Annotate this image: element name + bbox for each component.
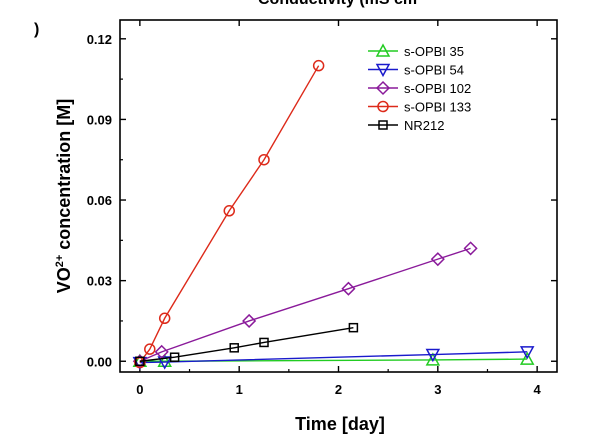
y-tick-label: 0.09 <box>87 112 112 127</box>
legend-label-s-opbi-133: s-OPBI 133 <box>404 100 471 115</box>
x-tick-label: 3 <box>434 382 441 397</box>
series-s-opbi-133 <box>134 59 325 369</box>
x-axis-title: Time [day] <box>295 414 385 434</box>
series-line-s-opbi-133 <box>139 65 320 364</box>
chart-title: Conductivity (mS cm <box>258 0 417 8</box>
data-point-s-opbi-102 <box>154 344 169 359</box>
data-point-s-opbi-133 <box>144 343 156 355</box>
data-point-s-opbi-102 <box>242 313 257 329</box>
y-axis-title-sup: 2+ <box>54 255 66 268</box>
legend-label-nr212: NR212 <box>404 118 444 133</box>
series-layer <box>132 59 535 371</box>
x-tick-label: 4 <box>534 382 542 397</box>
y-tick-label: 0.00 <box>87 354 112 369</box>
data-point-s-opbi-102 <box>463 241 478 256</box>
data-point-s-opbi-133 <box>258 153 270 166</box>
data-point-s-opbi-133 <box>158 312 171 325</box>
y-axis-title: VO2+ concentration [M] <box>54 99 74 294</box>
data-point-s-opbi-54 <box>519 346 535 360</box>
series-s-opbi-102 <box>132 241 478 369</box>
legend-label-s-opbi-35: s-OPBI 35 <box>404 44 464 59</box>
y-axis-title-rest: concentration [M] <box>54 99 74 255</box>
data-point-s-opbi-102 <box>430 252 445 267</box>
data-point-s-opbi-133 <box>312 59 325 72</box>
legend-label-s-opbi-54: s-OPBI 54 <box>404 63 464 78</box>
legend-marker-s-opbi-54 <box>375 63 391 78</box>
axes: 0 1 2 3 4 0.00 0.03 0.06 0.09 0.12 <box>87 20 557 397</box>
legend-marker-s-opbi-102 <box>375 80 391 96</box>
data-point-s-opbi-54 <box>157 356 172 370</box>
data-point-s-opbi-35 <box>425 352 441 366</box>
data-point-nr212 <box>229 343 239 353</box>
legend-marker-nr212 <box>378 120 388 130</box>
y-axis-title-main: VO <box>54 267 74 293</box>
series-nr212 <box>135 322 359 367</box>
legend-marker-s-opbi-133 <box>377 100 389 113</box>
y-tick-label: 0.03 <box>87 274 112 289</box>
data-point-nr212 <box>169 352 180 362</box>
legend-marker-s-opbi-35 <box>375 43 391 57</box>
series-s-opbi-54 <box>132 346 535 371</box>
y-tick-label: 0.12 <box>87 32 112 47</box>
data-point-s-opbi-133 <box>223 205 235 217</box>
series-s-opbi-35 <box>132 351 535 368</box>
series-line-s-opbi-102 <box>139 247 471 362</box>
data-point-nr212 <box>348 322 359 333</box>
x-tick-label: 0 <box>136 382 143 397</box>
data-point-nr212 <box>135 356 145 367</box>
data-point-s-opbi-102 <box>341 281 356 296</box>
data-point-s-opbi-35 <box>157 353 172 368</box>
series-line-nr212 <box>139 326 354 362</box>
legend: s-OPBI 35 s-OPBI 54 s-OPBI 102 s-OPBI 133 NR… <box>368 43 471 133</box>
legend-label-s-opbi-102: s-OPBI 102 <box>404 81 471 96</box>
y-tick-label: 0.06 <box>87 193 112 208</box>
title-left-fragment: ) <box>34 21 39 38</box>
data-point-s-opbi-54 <box>425 348 441 363</box>
series-line-s-opbi-35 <box>139 358 528 362</box>
x-tick-label: 1 <box>236 382 243 397</box>
data-point-nr212 <box>259 337 269 348</box>
data-point-s-opbi-35 <box>519 351 535 365</box>
series-line-s-opbi-54 <box>139 351 528 364</box>
plot-frame <box>119 19 558 373</box>
x-tick-label: 2 <box>335 382 342 397</box>
